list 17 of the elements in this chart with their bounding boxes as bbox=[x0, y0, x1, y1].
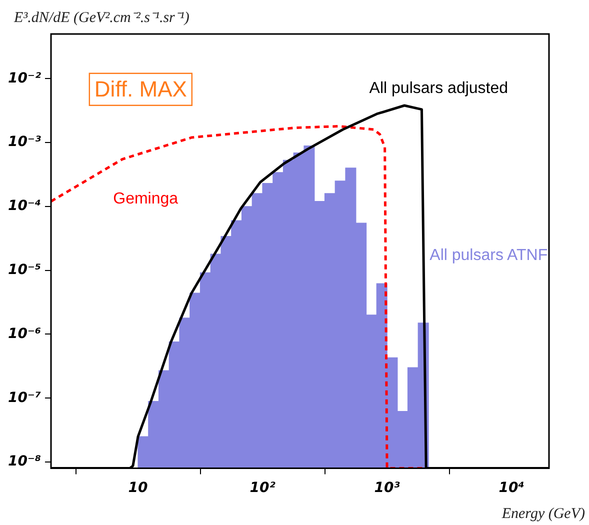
y-tick-label: 10⁻³ bbox=[8, 134, 42, 150]
x-axis-title: Energy (GeV) bbox=[502, 506, 585, 523]
x-tick-label: 10² bbox=[250, 480, 276, 496]
y-tick-label: 10⁻⁶ bbox=[8, 326, 42, 342]
y-tick-label: 10⁻⁵ bbox=[8, 262, 42, 278]
series-label: Geminga bbox=[113, 190, 178, 208]
annotation: Diff. MAX bbox=[94, 76, 188, 102]
x-tick-label: 10³ bbox=[374, 480, 400, 496]
x-tick-label: 10 bbox=[128, 480, 148, 496]
annotation: All pulsars ATNF bbox=[430, 247, 548, 264]
y-tick-label: 10⁻⁸ bbox=[8, 454, 42, 470]
y-tick-label: 10⁻⁴ bbox=[8, 198, 42, 214]
y-tick-label: 10⁻² bbox=[8, 70, 42, 86]
x-tick-label: 10⁴ bbox=[498, 480, 524, 496]
series-label: All pulsars adjusted bbox=[369, 80, 508, 97]
y-tick-label: 10⁻⁷ bbox=[8, 390, 42, 406]
y-axis-title: E³.dN/dE (GeV².cm⁻².s⁻¹.sr⁻¹) bbox=[14, 9, 190, 27]
